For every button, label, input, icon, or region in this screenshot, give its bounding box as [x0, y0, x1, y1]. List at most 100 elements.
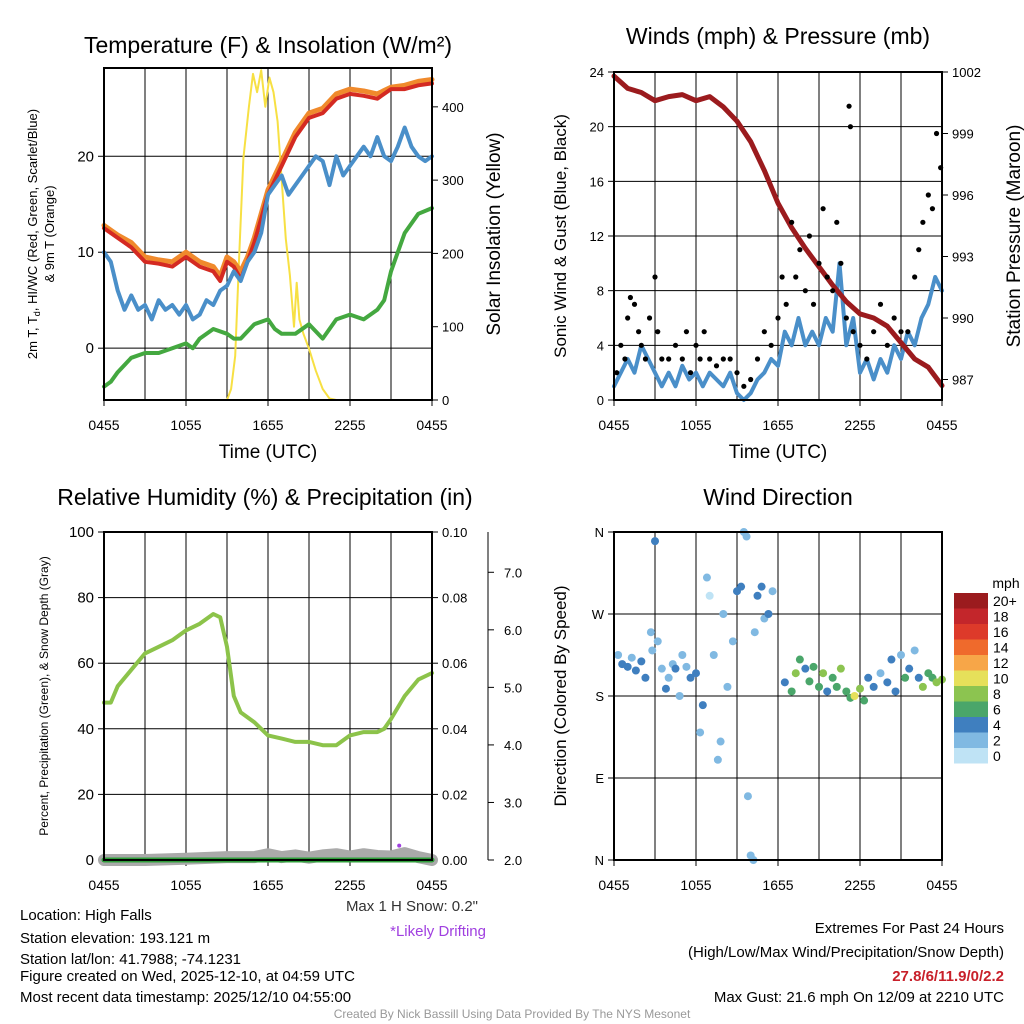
- wind-y2label: Station Pressure (Maroon): [1004, 125, 1024, 348]
- gust-point: [768, 342, 774, 348]
- wind-direction-point: [883, 678, 892, 687]
- gust-point: [789, 219, 795, 225]
- y2-tick-label: 0: [442, 393, 449, 408]
- y3-tick-label: 4.0: [504, 738, 522, 753]
- gust-point: [916, 247, 922, 253]
- y-tick-label: N: [595, 525, 604, 540]
- x-tick-label: 0455: [598, 417, 629, 433]
- y3-tick-label: 3.0: [504, 795, 522, 810]
- colorbar-label: 8: [993, 686, 1001, 702]
- gust-point: [693, 342, 699, 348]
- wind-direction-point: [750, 628, 759, 637]
- x-tick-label: 2255: [844, 417, 875, 433]
- series-line-td-wc: [102, 125, 434, 322]
- gust-point: [783, 301, 789, 307]
- wind-direction-point: [842, 687, 851, 696]
- wind-direction-point: [887, 655, 896, 664]
- gust-point: [713, 363, 720, 369]
- gust-point: [877, 301, 884, 307]
- wind-direction-point: [627, 653, 636, 662]
- gust-point: [666, 356, 672, 362]
- created-text: Figure created on Wed, 2025-12-10, at 04…: [20, 968, 355, 985]
- wind-direction-point: [713, 755, 722, 764]
- temp-ylabel-b: , HI/WC (Red, Green, Scarlet/Blue): [25, 109, 40, 311]
- y-tick-label: 0: [597, 393, 604, 408]
- gust-point: [625, 315, 631, 321]
- gust-point: [734, 370, 740, 376]
- colorbar-label: 16: [993, 624, 1009, 640]
- series-line-pressure: [611, 73, 945, 389]
- dir-chart-title: Wind Direction: [703, 484, 853, 510]
- wind-direction-point: [702, 573, 711, 582]
- x-tick-label: 0455: [416, 417, 447, 433]
- wind-direction-point: [864, 673, 873, 682]
- gust-point: [820, 206, 826, 212]
- gust-point: [642, 356, 649, 362]
- y2-tick-label: 993: [952, 250, 974, 265]
- wind-direction-point: [787, 687, 796, 696]
- wind-direction-point: [709, 651, 718, 659]
- gust-point: [793, 274, 799, 280]
- wind-direction-point: [780, 678, 789, 687]
- colorbar-label: 6: [993, 702, 1001, 718]
- wind-direction-point: [646, 628, 655, 637]
- wind-direction-point: [675, 692, 684, 700]
- wind-direction-point: [791, 669, 800, 678]
- wind-direction-point: [764, 610, 773, 618]
- wind-direction-point: [757, 582, 766, 591]
- y3-tick-label: 7.0: [504, 565, 522, 580]
- wind-direction-point: [743, 792, 752, 801]
- y-tick-label: 10: [77, 244, 94, 261]
- gust-point: [838, 260, 844, 266]
- colorbar-swatch: [954, 624, 988, 640]
- wind-direction-point: [823, 687, 832, 696]
- y-tick-label: 8: [597, 284, 604, 299]
- extremes-legend: (High/Low/Max Wind/Precipitation/Snow De…: [688, 944, 1004, 961]
- colorbar-label: 4: [993, 717, 1001, 733]
- wind-direction-point: [801, 664, 810, 673]
- y2-tick-label: 200: [442, 246, 464, 261]
- plot-frame: [103, 67, 433, 401]
- y2-tick-label: 1002: [952, 65, 981, 80]
- x-tick-label: 2255: [334, 417, 365, 433]
- x-tick-label: 1055: [170, 877, 201, 893]
- wind-direction-point: [641, 673, 650, 682]
- wind-direction-point: [742, 532, 751, 541]
- wind-direction-point: [753, 591, 762, 600]
- plot-frame: [103, 531, 433, 861]
- gust-point: [857, 342, 863, 348]
- wind-direction-point: [648, 646, 657, 655]
- wind-direction-point: [819, 669, 828, 678]
- gust-point: [797, 247, 803, 253]
- temp-ylabel: 2m T, Td, HI/WC (Red, Green, Scarlet/Blu…: [25, 109, 42, 359]
- gust-point: [929, 206, 936, 212]
- x-tick-label: 1055: [680, 877, 711, 893]
- y2-tick-label: 0.02: [442, 787, 467, 802]
- y-tick-label: 0: [86, 852, 94, 869]
- wind-direction-point: [876, 669, 885, 678]
- y2-tick-label: 300: [442, 173, 464, 188]
- y-tick-label: 60: [77, 655, 94, 672]
- colorbar-title: mph: [992, 575, 1019, 591]
- colorbar-label: 12: [993, 655, 1009, 671]
- wind-direction-point: [728, 637, 737, 646]
- x-tick-label: 2255: [844, 877, 875, 893]
- temp-y2label: Solar Insolation (Yellow): [484, 132, 505, 335]
- wind-direction-point: [705, 591, 714, 600]
- gust-point: [631, 301, 638, 307]
- series-line-2m-t: [102, 81, 434, 283]
- y-tick-label: 24: [590, 65, 604, 80]
- wind-direction-point: [631, 666, 640, 675]
- x-tick-label: 2255: [334, 877, 365, 893]
- colorbar-label: 2: [993, 733, 1001, 749]
- colorbar-label: 18: [993, 609, 1009, 625]
- max-gust-text: Max Gust: 21.6 mph On 12/09 at 2210 UTC: [714, 989, 1004, 1006]
- rh-chart-title: Relative Humidity (%) & Precipitation (i…: [57, 484, 472, 510]
- x-tick-label: 1655: [252, 877, 283, 893]
- x-tick-label: 1655: [252, 417, 283, 433]
- wind-chart-title: Winds (mph) & Pressure (mb): [626, 23, 930, 49]
- temp-ylabel-sub: d: [32, 311, 42, 316]
